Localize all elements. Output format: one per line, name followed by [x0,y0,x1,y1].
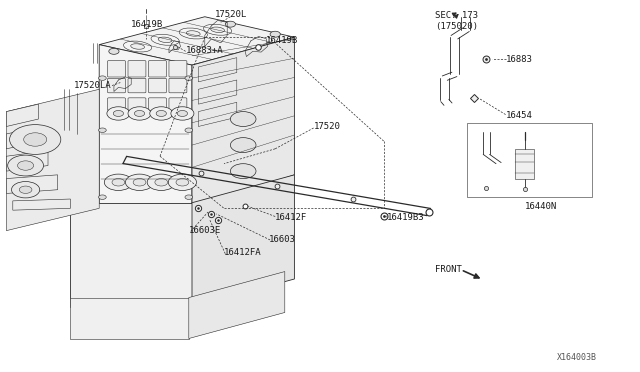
FancyBboxPatch shape [108,78,125,93]
Polygon shape [6,104,38,126]
FancyBboxPatch shape [108,98,125,110]
FancyBboxPatch shape [128,98,146,110]
Text: 16419B3: 16419B3 [387,213,425,222]
FancyBboxPatch shape [148,61,166,77]
Bar [515,149,534,179]
Polygon shape [6,89,99,231]
Circle shape [176,179,189,186]
Circle shape [76,301,84,306]
Circle shape [168,174,196,190]
Circle shape [185,195,193,199]
Text: 17520: 17520 [314,122,340,131]
FancyBboxPatch shape [169,78,187,93]
Text: 16883+A: 16883+A [186,46,223,55]
Polygon shape [6,175,58,193]
Ellipse shape [131,44,145,49]
Circle shape [8,155,44,176]
Circle shape [155,179,168,186]
Circle shape [19,186,32,193]
Text: 16603E: 16603E [189,226,221,235]
Polygon shape [189,272,285,339]
Circle shape [147,174,175,190]
Polygon shape [198,58,237,82]
FancyBboxPatch shape [148,98,166,110]
Circle shape [185,128,193,132]
Circle shape [230,138,256,153]
Circle shape [156,110,166,116]
Circle shape [10,125,61,154]
Ellipse shape [179,28,207,39]
Circle shape [177,110,188,116]
FancyBboxPatch shape [169,61,187,77]
Circle shape [109,48,119,54]
Circle shape [107,107,130,120]
FancyBboxPatch shape [128,61,146,77]
Polygon shape [70,298,189,339]
Circle shape [225,21,236,27]
Circle shape [99,76,106,80]
Polygon shape [198,102,237,126]
Circle shape [104,174,132,190]
Text: 16454: 16454 [506,111,532,120]
Text: X164003B: X164003B [557,353,596,362]
Circle shape [113,110,124,116]
Circle shape [128,107,151,120]
Circle shape [270,31,280,37]
Polygon shape [99,45,192,208]
Text: 17520LA: 17520LA [74,81,111,90]
Ellipse shape [211,27,225,32]
Polygon shape [99,17,294,65]
Polygon shape [6,151,48,171]
Circle shape [184,301,193,306]
FancyBboxPatch shape [148,78,166,93]
Ellipse shape [158,37,172,42]
Polygon shape [13,199,70,210]
Circle shape [134,110,145,116]
Circle shape [24,133,47,146]
Circle shape [117,301,126,306]
FancyBboxPatch shape [128,78,146,93]
Text: 16883: 16883 [506,55,532,64]
Circle shape [133,179,146,186]
Text: (175020): (175020) [435,22,478,31]
Ellipse shape [151,34,179,45]
Bar [467,123,592,197]
Text: FRONT: FRONT [435,265,462,274]
Circle shape [150,107,173,120]
Polygon shape [192,37,294,208]
Text: 16412FA: 16412FA [224,248,262,257]
Text: 16419B: 16419B [131,20,163,29]
Text: SEC. 173: SEC. 173 [435,11,478,20]
Text: 16603: 16603 [269,235,296,244]
Text: 16440N: 16440N [525,202,557,211]
Circle shape [112,179,125,186]
Ellipse shape [186,31,200,36]
Text: 16412F: 16412F [275,213,307,222]
Polygon shape [70,203,192,307]
Circle shape [99,195,106,199]
FancyBboxPatch shape [169,98,187,110]
Polygon shape [198,80,237,104]
Ellipse shape [124,41,152,52]
Circle shape [159,301,168,306]
Polygon shape [6,126,42,149]
Circle shape [185,76,193,80]
Text: 17520L: 17520L [214,10,246,19]
Ellipse shape [204,24,232,35]
Circle shape [125,174,154,190]
Circle shape [99,128,106,132]
Circle shape [12,182,40,198]
Circle shape [230,164,256,179]
Circle shape [230,112,256,126]
Polygon shape [192,175,294,307]
Circle shape [17,161,34,170]
FancyBboxPatch shape [108,61,125,77]
Circle shape [171,107,194,120]
Text: 16419B: 16419B [266,36,298,45]
